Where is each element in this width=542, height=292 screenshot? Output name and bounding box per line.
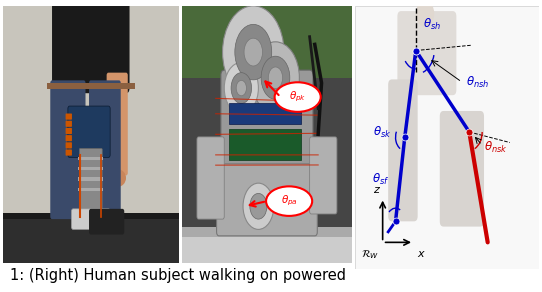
Text: $\theta_{sk}$: $\theta_{sk}$ [373,124,392,140]
FancyBboxPatch shape [107,73,128,175]
Ellipse shape [108,169,126,187]
FancyBboxPatch shape [50,80,86,219]
Circle shape [224,62,259,114]
Text: $\theta_{pk}$: $\theta_{pk}$ [289,90,306,104]
FancyBboxPatch shape [66,142,72,148]
Text: $\theta_{nsk}$: $\theta_{nsk}$ [484,140,508,155]
FancyBboxPatch shape [388,79,418,221]
Circle shape [268,67,282,88]
Bar [182,232,352,263]
Text: $\theta_{sh}$: $\theta_{sh}$ [423,17,441,32]
Text: $\theta_{sf}$: $\theta_{sf}$ [372,172,389,187]
Text: $\theta_{pa}$: $\theta_{pa}$ [281,194,298,208]
Circle shape [223,6,284,98]
Bar [79,178,103,180]
Bar [182,227,352,237]
FancyBboxPatch shape [197,137,224,219]
FancyBboxPatch shape [68,106,110,157]
Bar [3,6,179,217]
Text: $z$: $z$ [373,185,381,195]
Ellipse shape [266,186,312,216]
FancyBboxPatch shape [89,209,124,234]
FancyBboxPatch shape [217,164,317,236]
Circle shape [243,183,274,230]
FancyBboxPatch shape [66,114,72,120]
FancyBboxPatch shape [66,128,72,134]
Bar [182,6,352,78]
Ellipse shape [275,82,321,112]
Circle shape [416,1,434,27]
FancyBboxPatch shape [89,80,121,219]
Bar [3,217,179,263]
Bar [3,213,179,219]
Circle shape [231,73,251,103]
Circle shape [261,56,290,99]
Circle shape [250,193,267,219]
FancyBboxPatch shape [309,137,337,214]
FancyBboxPatch shape [72,209,110,230]
Text: $x$: $x$ [417,249,425,259]
Bar [79,167,103,170]
Circle shape [236,80,247,96]
Circle shape [251,42,299,114]
FancyBboxPatch shape [66,121,72,127]
Circle shape [235,24,272,80]
FancyBboxPatch shape [397,11,456,95]
FancyBboxPatch shape [66,135,72,141]
FancyBboxPatch shape [221,70,313,178]
Bar [79,188,103,191]
Text: $\theta_{nsh}$: $\theta_{nsh}$ [466,74,489,90]
Circle shape [244,38,262,66]
FancyBboxPatch shape [79,148,102,218]
Text: $\mathcal{R}_W$: $\mathcal{R}_W$ [360,248,379,260]
FancyBboxPatch shape [52,1,130,93]
Bar [79,157,103,160]
FancyBboxPatch shape [440,111,484,227]
FancyBboxPatch shape [66,150,72,156]
Bar [229,129,301,160]
Text: 1: (Right) Human subject walking on powered: 1: (Right) Human subject walking on powe… [10,268,346,283]
Bar [229,103,301,124]
Bar [47,83,135,89]
